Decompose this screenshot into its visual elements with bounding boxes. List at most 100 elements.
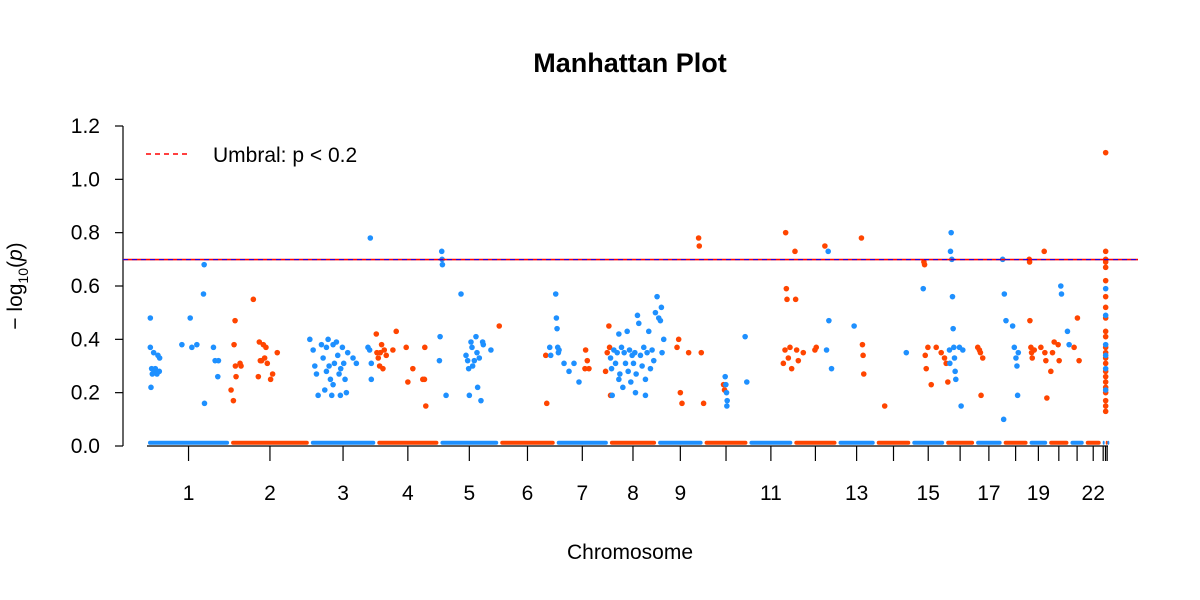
snp-point [1102, 304, 1109, 311]
baseline-band [1102, 440, 1105, 445]
snp-point [269, 371, 276, 377]
snp-point [626, 347, 633, 353]
chart-title: Manhattan Plot [533, 48, 727, 78]
snp-point [375, 355, 382, 361]
snp-point [437, 333, 443, 340]
baseline-band [912, 440, 945, 445]
snp-point [628, 379, 634, 385]
snp-point [194, 341, 200, 348]
baseline-band [377, 440, 439, 445]
baseline-band [609, 440, 657, 445]
snp-point [742, 333, 748, 340]
snp-point [1102, 285, 1109, 292]
x-tick-label: 15 [917, 482, 940, 505]
snp-point [422, 403, 429, 409]
snp-point [421, 344, 428, 351]
snp-point [800, 349, 807, 356]
snp-point [189, 344, 195, 351]
snp-point [232, 317, 238, 324]
snp-point [679, 400, 685, 407]
snp-point [344, 349, 351, 356]
snp-point [860, 352, 866, 359]
snp-point [368, 360, 375, 367]
snp-point [695, 235, 702, 241]
snp-point [659, 349, 665, 356]
snp-point [642, 392, 649, 399]
snp-point [784, 296, 790, 303]
y-tick-label: 0.6 [71, 275, 100, 298]
snp-point [620, 384, 626, 391]
snp-point [938, 349, 944, 356]
snp-point [201, 400, 208, 407]
snp-point [616, 376, 622, 383]
x-tick-label: 11 [760, 482, 782, 505]
snp-point [928, 381, 935, 388]
baseline-band [876, 440, 911, 445]
x-axis-title: Chromosome [567, 541, 693, 564]
snp-point [925, 344, 931, 351]
snp-point [1102, 328, 1109, 335]
snp-point [582, 365, 588, 372]
snp-point [978, 392, 984, 399]
snp-point [637, 352, 644, 359]
snp-point [621, 349, 627, 356]
snp-point [571, 360, 577, 367]
snp-point [1043, 357, 1049, 364]
snp-point [1102, 149, 1109, 156]
snp-point [210, 344, 217, 351]
snp-point [228, 387, 234, 393]
snp-point [609, 392, 616, 399]
snp-point [645, 328, 652, 335]
snp-point [881, 403, 888, 409]
snp-point [586, 365, 592, 372]
snp-point [443, 392, 449, 399]
x-tick-label: 9 [674, 482, 686, 505]
snp-point [255, 373, 262, 380]
snp-point [675, 336, 682, 343]
snp-point [474, 349, 480, 356]
baseline-band [556, 440, 608, 445]
snp-point [330, 381, 336, 388]
snp-point [722, 373, 728, 380]
snp-point [152, 365, 159, 372]
snp-point [231, 341, 237, 348]
snp-point [632, 349, 638, 356]
snp-point [488, 347, 494, 353]
snp-point [783, 285, 790, 292]
baseline-band [946, 440, 975, 445]
snp-point [321, 387, 328, 393]
snp-point [860, 371, 867, 377]
snp-point [1041, 248, 1047, 255]
snp-point [617, 371, 623, 377]
baseline-band [658, 440, 703, 445]
snp-point [723, 389, 730, 396]
snp-point [622, 360, 629, 367]
snp-point [547, 352, 554, 359]
snp-point [825, 248, 832, 255]
snp-point [201, 261, 207, 268]
snp-point [674, 344, 680, 351]
snp-point [310, 347, 316, 353]
y-tick-label: 0.0 [71, 435, 100, 458]
snp-point [647, 365, 654, 372]
x-tick-label: 8 [627, 482, 639, 505]
snp-point [339, 344, 346, 351]
snp-point [315, 392, 321, 399]
snp-point [958, 403, 964, 409]
snp-point [1029, 355, 1036, 361]
snp-point [822, 243, 828, 249]
y-axis-title: − log10(p) [4, 242, 31, 329]
snp-point [788, 365, 795, 372]
snp-point [323, 368, 330, 375]
snp-point [478, 397, 484, 404]
snp-point [1102, 352, 1109, 359]
snp-point [1102, 333, 1109, 340]
snp-point [1011, 344, 1018, 351]
snp-point [584, 357, 591, 364]
snp-point [946, 347, 953, 353]
baseline-band [440, 440, 499, 445]
baseline-band [838, 440, 875, 445]
snp-point [1102, 259, 1109, 265]
snp-point [328, 392, 335, 399]
y-tick-label: 0.4 [71, 328, 101, 351]
